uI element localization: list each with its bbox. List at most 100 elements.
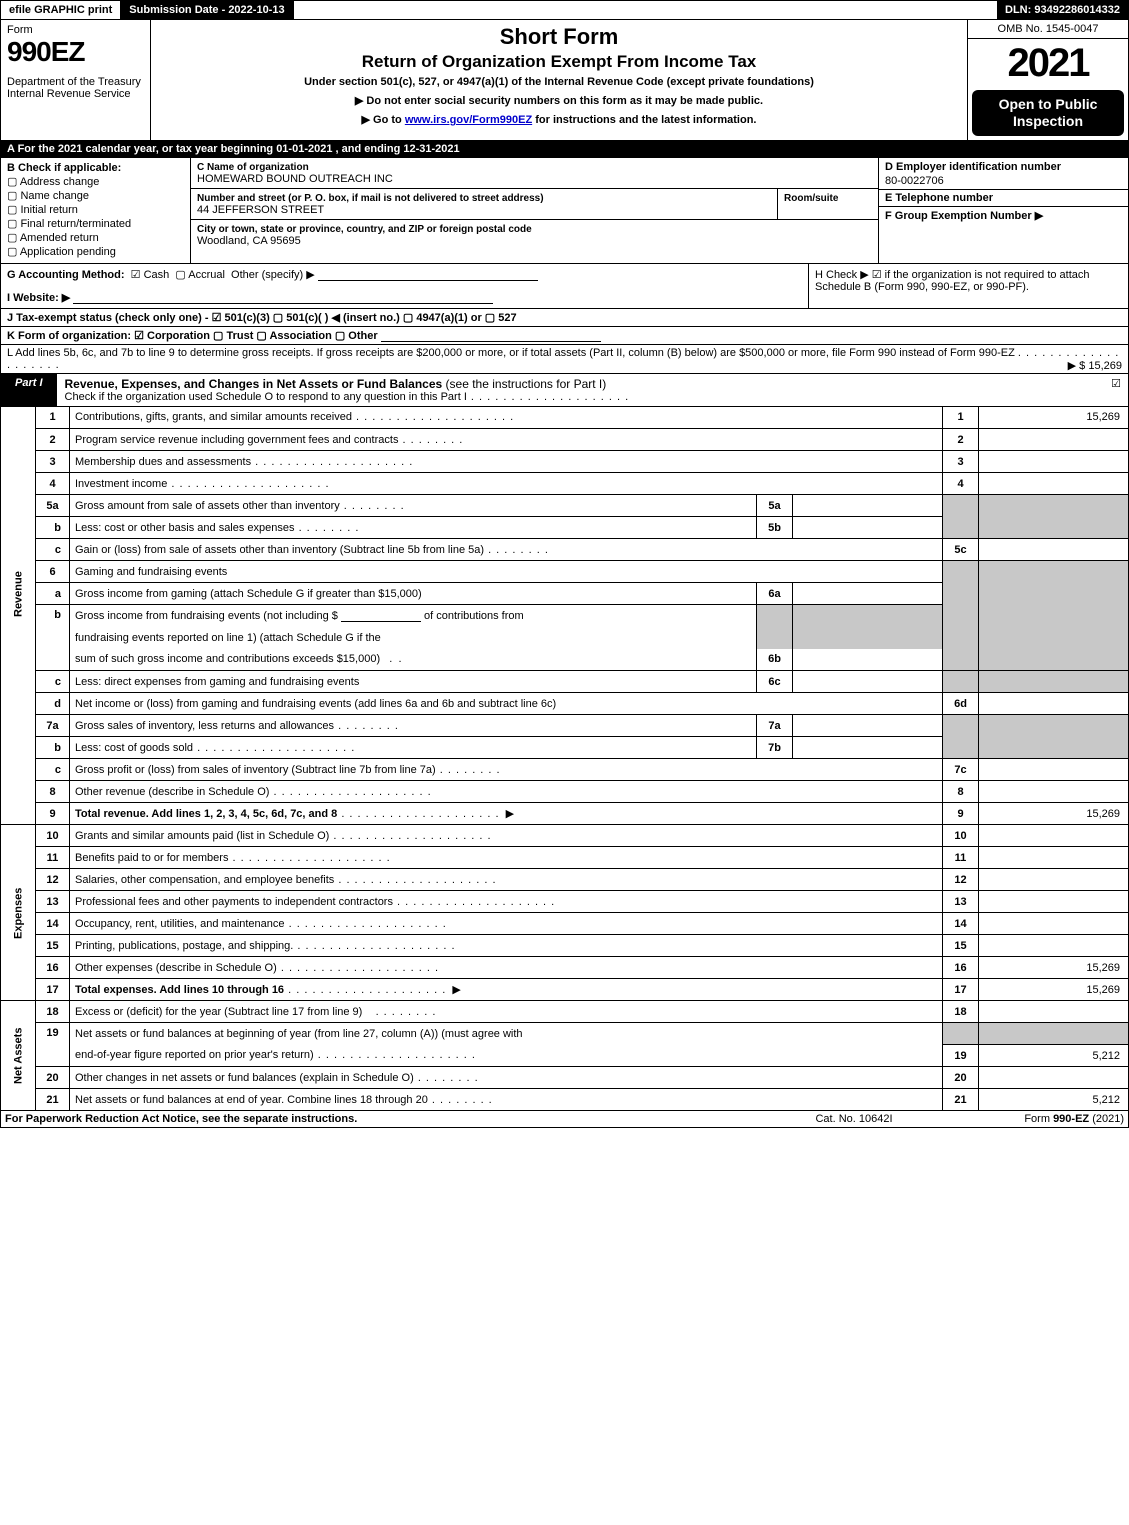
title-short-form: Short Form xyxy=(159,24,959,50)
l1-desc: Contributions, gifts, grants, and simila… xyxy=(75,411,352,423)
street-row: Number and street (or P. O. box, if mail… xyxy=(191,189,878,220)
vlabel-revenue: Revenue xyxy=(1,407,36,781)
title-return: Return of Organization Exempt From Incom… xyxy=(159,52,959,72)
chk-accrual[interactable]: Accrual xyxy=(175,269,225,281)
l10-num: 10 xyxy=(36,825,70,847)
l5c-desc: Gain or (loss) from sale of assets other… xyxy=(75,544,484,556)
row-3: 3 Membership dues and assessments 3 xyxy=(1,451,1129,473)
l4-rlabel: 4 xyxy=(943,473,979,495)
l6b-desc2: fundraising events reported on line 1) (… xyxy=(70,627,757,649)
l9-rlabel: 9 xyxy=(943,803,979,825)
efile-label[interactable]: efile GRAPHIC print xyxy=(1,1,121,19)
line-l-text: L Add lines 5b, 6c, and 7b to line 9 to … xyxy=(7,347,1015,359)
l6b-greybox xyxy=(757,605,793,649)
l6b-amount-blank[interactable] xyxy=(341,610,421,622)
part1-checkbox[interactable]: ☑ xyxy=(1104,374,1128,406)
l12-num: 12 xyxy=(36,869,70,891)
website-blank[interactable] xyxy=(73,292,493,304)
l14-desc: Occupancy, rent, utilities, and maintena… xyxy=(75,918,285,930)
l1-rlabel: 1 xyxy=(943,407,979,429)
row-14: 14 Occupancy, rent, utilities, and maint… xyxy=(1,913,1129,935)
part1-label: Part I xyxy=(1,374,57,406)
l6c-grey xyxy=(943,671,979,693)
l21-val: 5,212 xyxy=(979,1089,1129,1111)
l9-num: 9 xyxy=(36,803,70,825)
submission-date: Submission Date - 2022-10-13 xyxy=(121,1,293,19)
l6c-desc: Less: direct expenses from gaming and fu… xyxy=(70,671,757,693)
row-6d: d Net income or (loss) from gaming and f… xyxy=(1,693,1129,715)
l16-val: 15,269 xyxy=(979,957,1129,979)
l12-val xyxy=(979,869,1129,891)
row-20: 20 Other changes in net assets or fund b… xyxy=(1,1067,1129,1089)
l19-grey xyxy=(943,1023,979,1045)
l6a-boxval xyxy=(793,583,943,605)
org-name: HOMEWARD BOUND OUTREACH INC xyxy=(197,173,393,185)
row-10: Expenses 10 Grants and similar amounts p… xyxy=(1,825,1129,847)
irs-link[interactable]: www.irs.gov/Form990EZ xyxy=(405,114,532,126)
l5b-boxval xyxy=(793,517,943,539)
chk-initial-return[interactable]: Initial return xyxy=(7,203,184,216)
l20-num: 20 xyxy=(36,1067,70,1089)
street-label: Number and street (or P. O. box, if mail… xyxy=(197,193,544,204)
l17-num: 17 xyxy=(36,979,70,1001)
row-9: 9 Total revenue. Add lines 1, 2, 3, 4, 5… xyxy=(1,803,1129,825)
group-label: F Group Exemption Number ▶ xyxy=(885,210,1043,222)
l6-num: 6 xyxy=(36,561,70,583)
row-2: 2 Program service revenue including gove… xyxy=(1,429,1129,451)
l12-desc: Salaries, other compensation, and employ… xyxy=(75,874,334,886)
vlabel-netassets: Net Assets xyxy=(1,1001,36,1111)
l17-val: 15,269 xyxy=(979,979,1129,1001)
l13-num: 13 xyxy=(36,891,70,913)
l2-val xyxy=(979,429,1129,451)
topbar-spacer xyxy=(294,1,997,19)
chk-name-change[interactable]: Name change xyxy=(7,189,184,202)
chk-amended-return[interactable]: Amended return xyxy=(7,231,184,244)
l5c-val xyxy=(979,539,1129,561)
chk-final-return[interactable]: Final return/terminated xyxy=(7,217,184,230)
line-k: K Form of organization: ☑ Corporation ▢ … xyxy=(0,327,1129,345)
l7-greyval xyxy=(979,715,1129,759)
l16-num: 16 xyxy=(36,957,70,979)
l4-val xyxy=(979,473,1129,495)
header-center: Short Form Return of Organization Exempt… xyxy=(151,20,968,140)
l7-grey xyxy=(943,715,979,759)
city-label: City or town, state or province, country… xyxy=(197,224,532,235)
chk-application-pending[interactable]: Application pending xyxy=(7,245,184,258)
line-g: G Accounting Method: Cash Accrual Other … xyxy=(7,268,802,281)
l7c-val xyxy=(979,759,1129,781)
l5c-num: c xyxy=(36,539,70,561)
other-blank[interactable] xyxy=(318,269,538,281)
l21-desc: Net assets or fund balances at end of ye… xyxy=(75,1094,428,1106)
row-19b: end-of-year figure reported on prior yea… xyxy=(1,1045,1129,1067)
line-k-blank[interactable] xyxy=(381,330,601,342)
l5b-num: b xyxy=(36,517,70,539)
chk-address-change[interactable]: Address change xyxy=(7,175,184,188)
l7b-box: 7b xyxy=(757,737,793,759)
line-a: A For the 2021 calendar year, or tax yea… xyxy=(0,141,1129,158)
city-row: City or town, state or province, country… xyxy=(191,220,878,250)
gh-row: G Accounting Method: Cash Accrual Other … xyxy=(0,264,1129,309)
l19-num: 19 xyxy=(36,1023,70,1067)
l10-val xyxy=(979,825,1129,847)
l6c-boxval xyxy=(793,671,943,693)
row-18: Net Assets 18 Excess or (deficit) for th… xyxy=(1,1001,1129,1023)
l5c-rlabel: 5c xyxy=(943,539,979,561)
l5a-box: 5a xyxy=(757,495,793,517)
l20-rlabel: 20 xyxy=(943,1067,979,1089)
l21-num: 21 xyxy=(36,1089,70,1111)
l6b-desc1b: of contributions from xyxy=(424,610,524,622)
ein-label: D Employer identification number xyxy=(885,161,1061,173)
row-5a: 5a Gross amount from sale of assets othe… xyxy=(1,495,1129,517)
l4-desc: Investment income xyxy=(75,478,167,490)
line-k-text: K Form of organization: ☑ Corporation ▢ … xyxy=(7,330,378,342)
l20-val xyxy=(979,1067,1129,1089)
chk-cash[interactable]: Cash xyxy=(131,269,170,281)
l8-val xyxy=(979,781,1129,803)
l2-rlabel: 2 xyxy=(943,429,979,451)
l7c-rlabel: 7c xyxy=(943,759,979,781)
open-to-public: Open to Public Inspection xyxy=(972,90,1124,136)
l15-num: 15 xyxy=(36,935,70,957)
l6-grey xyxy=(943,561,979,671)
l3-rlabel: 3 xyxy=(943,451,979,473)
l19-greyval xyxy=(979,1023,1129,1045)
